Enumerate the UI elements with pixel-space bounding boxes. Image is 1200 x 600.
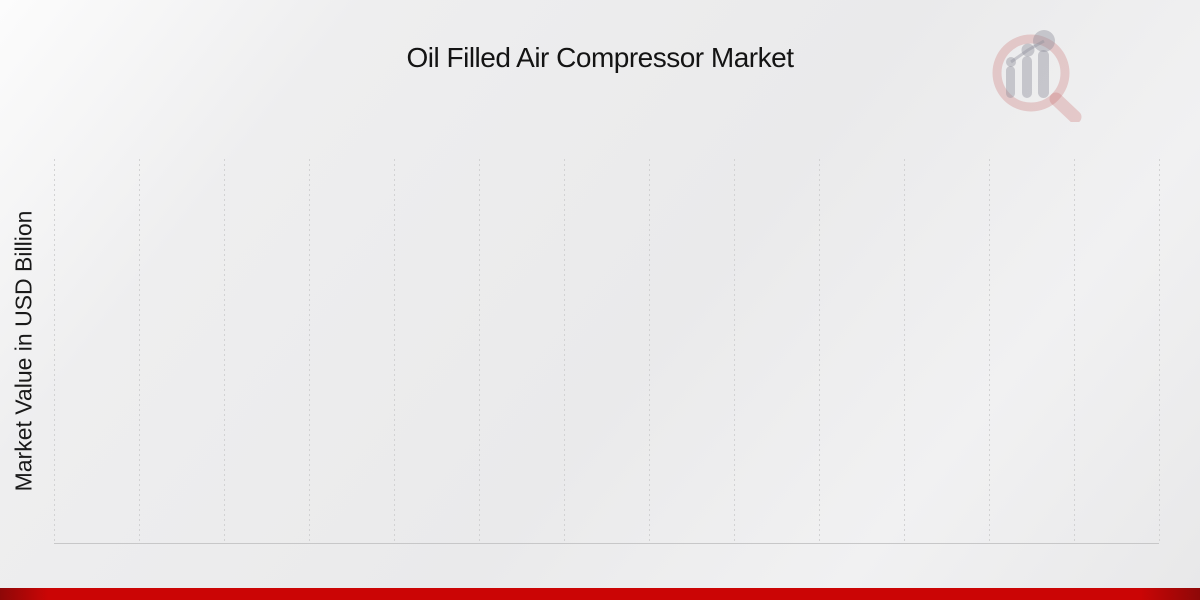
gridline: [649, 159, 650, 544]
gridline: [989, 159, 990, 544]
chart-title: Oil Filled Air Compressor Market: [406, 42, 794, 73]
gridline: [819, 159, 820, 544]
gridline: [309, 159, 310, 544]
gridline: [564, 159, 565, 544]
plot-area: [54, 159, 1160, 544]
gridline: [139, 159, 140, 544]
gridline: [224, 159, 225, 544]
x-axis-line: [54, 543, 1159, 544]
gridline: [1159, 159, 1160, 544]
gridline: [479, 159, 480, 544]
gridline: [734, 159, 735, 544]
gridline: [394, 159, 395, 544]
bottom-accent-bar: [0, 588, 1200, 600]
gridline: [1074, 159, 1075, 544]
gridline: [54, 159, 55, 544]
gridline: [904, 159, 905, 544]
y-axis-label: Market Value in USD Billion: [10, 210, 37, 492]
magnifier-bar-chart-logo-icon: [992, 30, 1082, 122]
